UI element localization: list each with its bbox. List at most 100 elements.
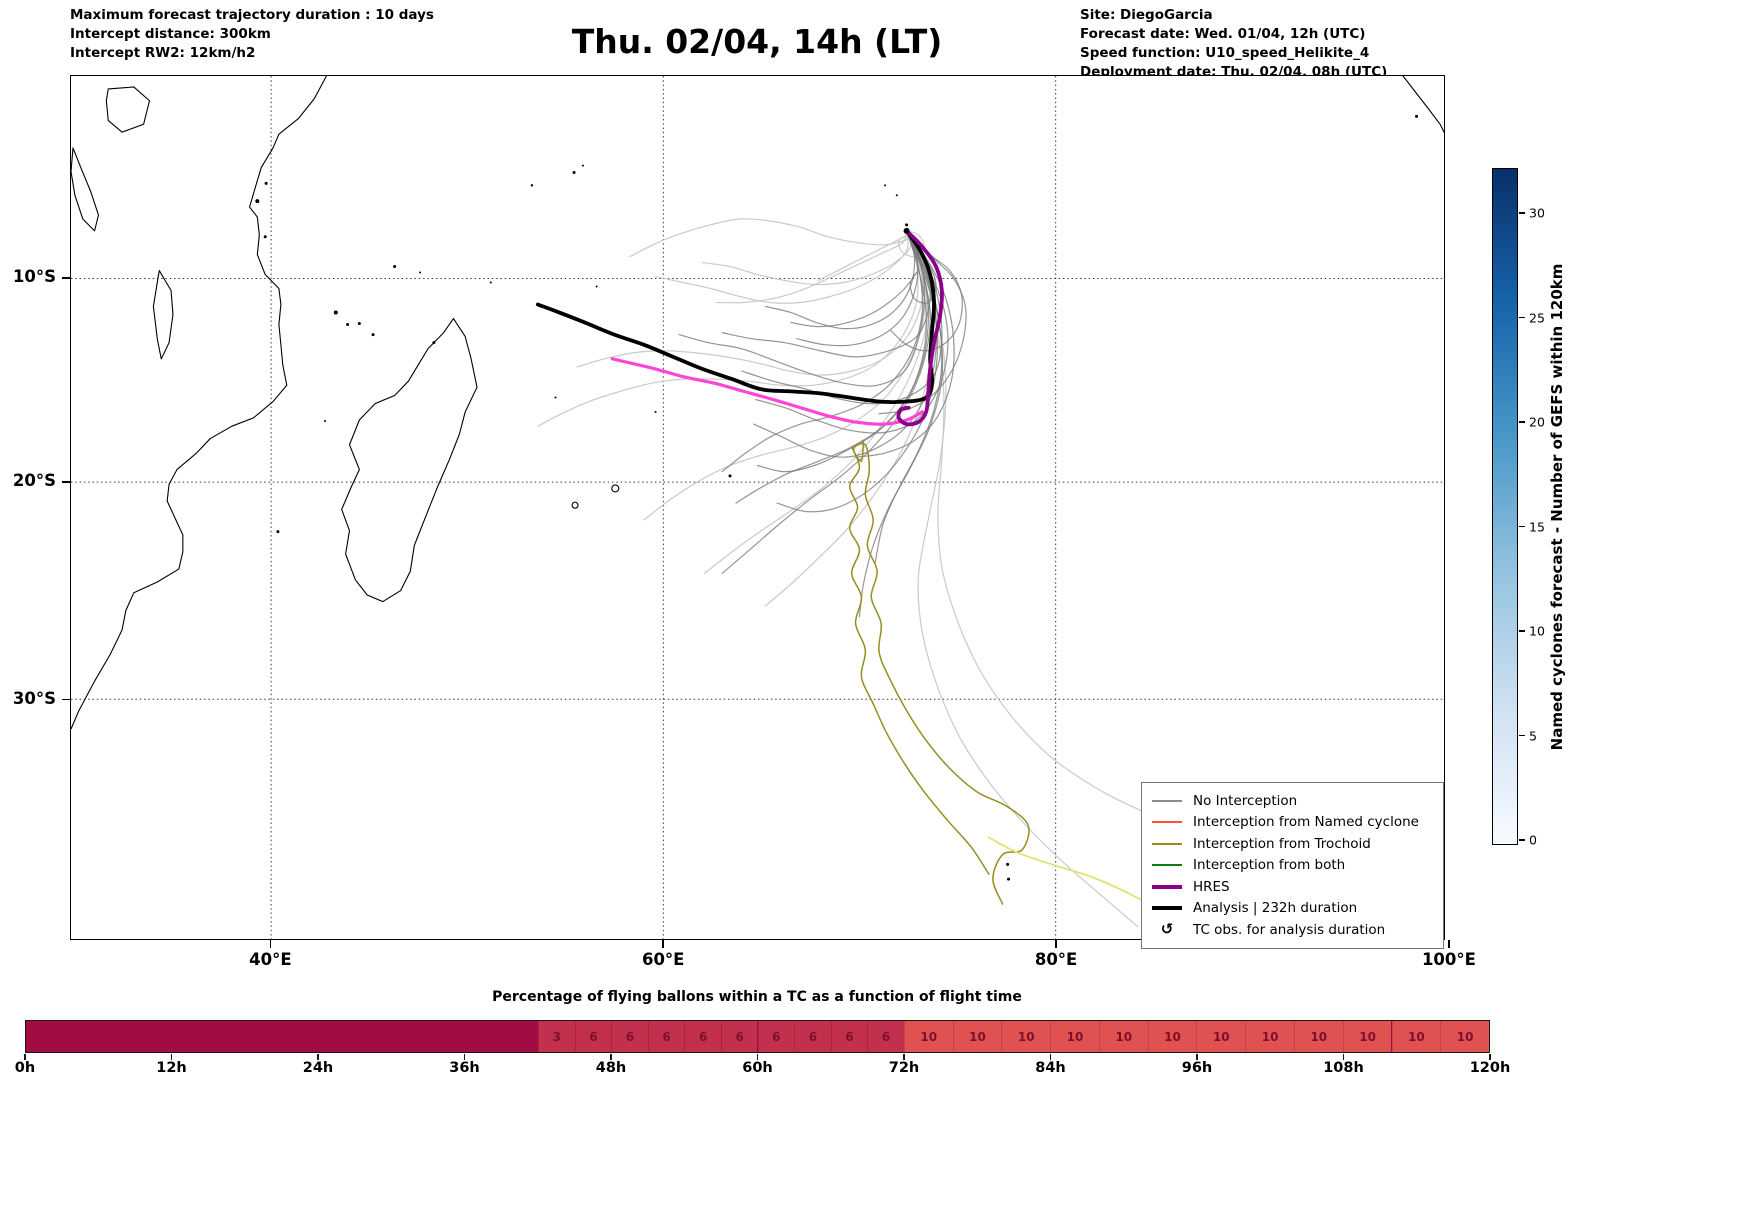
flight-bar-tick-label: 72h (888, 1060, 920, 1076)
hres-west-track (610, 357, 924, 426)
trajectory-ensemble_no_interception_light (905, 230, 1167, 822)
colorbar-label: Named cyclones forecast - Number of GEFS… (1548, 263, 1566, 751)
island-dot (654, 410, 657, 413)
flight-bar-tick-label: 108h (1323, 1060, 1364, 1076)
island-dot (1415, 114, 1419, 118)
flight-bar-cell: 6 (757, 1021, 795, 1052)
flight-bar-tick-label: 24h (302, 1060, 334, 1076)
flight-bar-cell: 10 (1001, 1021, 1051, 1052)
trajectory-ensemble_no_interception_dark (854, 230, 955, 458)
y-axis-tick-label: 20°S (12, 471, 56, 491)
trajectory-ensemble_no_interception_dark (678, 230, 925, 387)
x-axis-tick-label: 60°E (641, 950, 685, 969)
legend-item-label: TC obs. for analysis duration (1193, 921, 1386, 938)
x-axis-tick-label: 100°E (1421, 950, 1476, 969)
island-dot (595, 285, 598, 288)
colorbar-tick (1519, 212, 1525, 214)
legend-item: Interception from both (1152, 855, 1433, 877)
y-axis-tick (62, 481, 70, 483)
flight-bar-tick-label: 120h (1469, 1060, 1511, 1076)
flight-bar-tick-label: 0h (14, 1060, 36, 1076)
flight-bar-tick (170, 1054, 173, 1060)
tc-obs-icon: ↺ (1160, 920, 1174, 939)
x-axis-tick (1055, 940, 1057, 948)
param-max-duration: Maximum forecast trajectory duration : 1… (70, 7, 434, 23)
flight-bar-tick (610, 1054, 612, 1060)
colorbar-tick (1519, 525, 1525, 528)
flight-bar-tick-label: 48h (595, 1060, 627, 1076)
legend-item-label: Interception from both (1193, 857, 1346, 874)
legend-item-label: No Interception (1193, 792, 1298, 809)
flight-bar-tick (1489, 1054, 1491, 1060)
flight-bar-tick (317, 1054, 319, 1060)
trajectory-ensemble_no_interception_light (715, 230, 908, 304)
site-name: Site: DiegoGarcia (1080, 7, 1213, 23)
x-axis-tick (662, 940, 664, 948)
legend-item: Analysis | 232h duration (1152, 898, 1433, 920)
flight-bar-tick (1196, 1054, 1198, 1060)
colorbar-tick-label: 5 (1529, 728, 1537, 743)
flight-bar: 3 6 6 6 6 6 6 6 6 6 10 10 10 10 10 10 10 10 10 10 10 10 (25, 1020, 1490, 1053)
trajectory-ensemble_no_interception_dark (776, 230, 939, 513)
flight-bar-cell: 10 (1293, 1021, 1343, 1052)
flight-bar-cell: 10 (952, 1021, 1002, 1052)
trajectory-ensemble_no_interception_light (654, 230, 909, 304)
map-svg (71, 76, 1444, 939)
x-axis-tick-label: 80°E (1034, 950, 1078, 969)
trajectory-interception_trochoid (848, 446, 990, 875)
flight-bar-cell: 10 (1098, 1021, 1148, 1052)
island-outline (571, 501, 579, 509)
flight-bar-cell: 6 (574, 1021, 612, 1052)
analysis-track (535, 228, 936, 404)
island-dot (1006, 862, 1010, 866)
legend-item: HRES (1152, 876, 1433, 898)
colorbar (1492, 168, 1518, 845)
colorbar-tick (1519, 839, 1525, 841)
trajectory-ensemble_no_interception_dark (756, 230, 927, 473)
colorbar-tick (1519, 734, 1525, 737)
y-axis-tick (62, 277, 70, 279)
trajectory-ensemble_no_interception_dark (878, 230, 967, 415)
flight-bar-cell: 6 (647, 1021, 685, 1052)
colorbar-tick-label: 15 (1529, 519, 1545, 534)
colorbar-tick (1519, 421, 1525, 423)
coastline-africa (71, 76, 328, 730)
legend-item-label: Interception from Named cyclone (1193, 814, 1419, 831)
legend-item-label: HRES (1193, 878, 1230, 895)
flight-bar-tick (903, 1054, 905, 1060)
island-dot (530, 184, 534, 187)
y-axis-tick-label: 30°S (12, 688, 56, 708)
island-dot (255, 199, 260, 204)
legend-item-label: Interception from Trochoid (1193, 835, 1371, 852)
island-dot (276, 530, 280, 534)
flight-bar-tick (24, 1054, 26, 1060)
island-dot (264, 181, 268, 185)
trajectory-ensemble_no_interception_light (537, 230, 919, 427)
flight-bar-cell: 6 (830, 1021, 868, 1052)
coastline-lake_victoria (105, 86, 151, 133)
hres-track (896, 228, 944, 427)
trajectory-interception_trochoid (852, 439, 1030, 905)
coastline-madagascar (341, 317, 478, 603)
param-intercept-distance: Intercept distance: 300km (70, 25, 271, 42)
flight-bar-title: Percentage of flying ballons within a TC… (492, 989, 1022, 1005)
legend-item-label: Analysis | 232h duration (1193, 900, 1358, 917)
flight-bar-tick (1049, 1054, 1052, 1060)
coastline-lake_tanganyika (71, 147, 100, 232)
trajectory-ensemble_no_interception_dark (764, 230, 916, 330)
trajectory-ensemble_no_interception_dark (796, 230, 919, 347)
island-dot (432, 341, 436, 345)
trajectory-ensemble_no_interception_light (817, 230, 925, 282)
colorbar-tick (1519, 630, 1525, 632)
island-dot (371, 333, 375, 337)
flight-bar-cell: 10 (1440, 1021, 1489, 1052)
island-dot (393, 265, 397, 269)
flight-bar-cell (26, 1021, 538, 1052)
flight-bar-tick-label: 96h (1181, 1060, 1213, 1076)
coastline-sumatra (1402, 76, 1444, 134)
forecast-date: Forecast date: Wed. 01/04, 12h (UTC) (1080, 25, 1366, 42)
island-dot (554, 396, 557, 399)
flight-bar-cell: 10 (903, 1021, 953, 1052)
island-dot (333, 310, 338, 315)
flight-bar-cell: 10 (1147, 1021, 1197, 1052)
